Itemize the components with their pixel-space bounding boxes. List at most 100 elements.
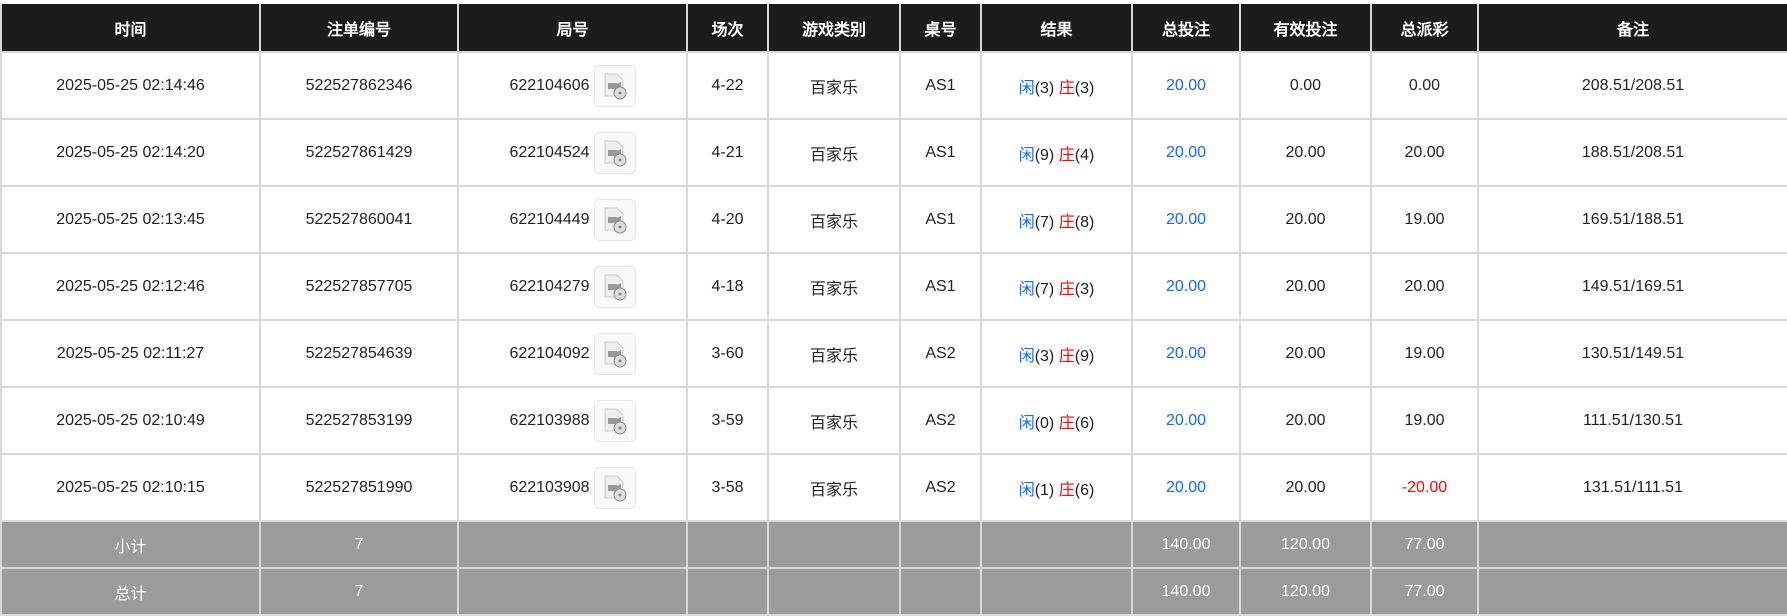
round-cell: 622104092 <box>457 319 688 388</box>
empty-cell <box>457 520 688 569</box>
player-label: 闲 <box>1018 280 1035 298</box>
game-type-cell: 百家乐 <box>767 386 901 455</box>
round-cell: 622104279 <box>457 252 688 321</box>
valid-bet-cell: 20.00 <box>1239 252 1372 321</box>
player-label: 闲 <box>1018 347 1035 365</box>
game-type-cell: 百家乐 <box>767 51 901 120</box>
remark-cell: 208.51/208.51 <box>1477 51 1787 120</box>
total-total-bet: 140.00 <box>1131 567 1241 616</box>
table-row: 2025-05-25 02:14:46 522527862346 6221046… <box>0 51 1787 120</box>
empty-cell <box>457 567 688 616</box>
time-cell: 2025-05-25 02:14:20 <box>0 118 261 187</box>
remark-cell: 111.51/130.51 <box>1477 386 1787 455</box>
empty-cell <box>1477 520 1787 569</box>
table-no-cell: AS1 <box>899 118 982 187</box>
header-total-bet: 总投注 <box>1131 4 1241 53</box>
payout-cell: 19.00 <box>1370 386 1479 455</box>
empty-cell <box>1477 567 1787 616</box>
subtotal-count: 7 <box>259 520 459 569</box>
result-cell: 闲(7) 庄(3) <box>980 252 1133 321</box>
table-row: 2025-05-25 02:10:15 522527851990 6221039… <box>0 453 1787 522</box>
player-value: (0) <box>1034 414 1055 432</box>
total-valid-bet: 120.00 <box>1239 567 1372 616</box>
table-row: 2025-05-25 02:12:46 522527857705 6221042… <box>0 252 1787 321</box>
video-replay-icon[interactable] <box>593 131 636 174</box>
bet-id-cell: 522527854639 <box>259 319 459 388</box>
banker-label: 庄 <box>1058 146 1075 164</box>
table-row: 2025-05-25 02:10:49 522527853199 6221039… <box>0 386 1787 455</box>
total-bet-cell: 20.00 <box>1131 185 1241 254</box>
total-bet-cell: 20.00 <box>1131 51 1241 120</box>
video-replay-icon[interactable] <box>593 198 636 241</box>
banker-value: (8) <box>1074 213 1095 231</box>
bet-id-cell: 522527862346 <box>259 51 459 120</box>
total-bet-cell: 20.00 <box>1131 118 1241 187</box>
time-cell: 2025-05-25 02:12:46 <box>0 252 261 321</box>
total-bet-cell: 20.00 <box>1131 453 1241 522</box>
game-type-cell: 百家乐 <box>767 319 901 388</box>
round-number: 622104279 <box>509 277 590 295</box>
payout-cell: 19.00 <box>1370 185 1479 254</box>
banker-value: (6) <box>1074 414 1095 432</box>
header-remark: 备注 <box>1477 4 1787 53</box>
result-cell: 闲(3) 庄(9) <box>980 319 1133 388</box>
table-no-cell: AS2 <box>899 453 982 522</box>
player-value: (1) <box>1034 481 1055 499</box>
round-cell: 622103988 <box>457 386 688 455</box>
game-type-cell: 百家乐 <box>767 118 901 187</box>
total-count: 7 <box>259 567 459 616</box>
time-cell: 2025-05-25 02:10:49 <box>0 386 261 455</box>
table-no-cell: AS1 <box>899 252 982 321</box>
remark-cell: 130.51/149.51 <box>1477 319 1787 388</box>
video-replay-icon[interactable] <box>593 466 636 509</box>
round-number: 622103988 <box>509 411 590 429</box>
player-value: (7) <box>1034 280 1055 298</box>
player-value: (3) <box>1034 347 1055 365</box>
table-row: 2025-05-25 02:11:27 522527854639 6221040… <box>0 319 1787 388</box>
video-replay-icon[interactable] <box>593 332 636 375</box>
shoe-cell: 3-58 <box>686 453 769 522</box>
game-type-cell: 百家乐 <box>767 453 901 522</box>
valid-bet-cell: 20.00 <box>1239 185 1372 254</box>
round-number: 622104092 <box>509 344 590 362</box>
player-label: 闲 <box>1018 414 1035 432</box>
player-label: 闲 <box>1018 213 1035 231</box>
total-label: 总计 <box>0 567 261 616</box>
banker-value: (4) <box>1074 146 1095 164</box>
empty-cell <box>980 567 1133 616</box>
empty-cell <box>899 567 982 616</box>
table-no-cell: AS1 <box>899 51 982 120</box>
banker-label: 庄 <box>1058 481 1075 499</box>
bet-id-cell: 522527853199 <box>259 386 459 455</box>
header-bet-id: 注单编号 <box>259 4 459 53</box>
payout-cell: 20.00 <box>1370 118 1479 187</box>
bet-id-cell: 522527861429 <box>259 118 459 187</box>
header-valid-bet: 有效投注 <box>1239 4 1372 53</box>
video-replay-icon[interactable] <box>593 64 636 107</box>
round-cell: 622104524 <box>457 118 688 187</box>
player-value: (3) <box>1034 79 1055 97</box>
subtotal-total-bet: 140.00 <box>1131 520 1241 569</box>
subtotal-row: 小计 7 140.00 120.00 77.00 <box>0 520 1787 569</box>
video-replay-icon[interactable] <box>593 399 636 442</box>
round-cell: 622103908 <box>457 453 688 522</box>
round-number: 622104449 <box>509 210 590 228</box>
subtotal-label: 小计 <box>0 520 261 569</box>
remark-cell: 169.51/188.51 <box>1477 185 1787 254</box>
valid-bet-cell: 0.00 <box>1239 51 1372 120</box>
time-cell: 2025-05-25 02:11:27 <box>0 319 261 388</box>
total-payout: 77.00 <box>1370 567 1479 616</box>
payout-cell: 20.00 <box>1370 252 1479 321</box>
shoe-cell: 3-59 <box>686 386 769 455</box>
header-table-no: 桌号 <box>899 4 982 53</box>
payout-cell: 0.00 <box>1370 51 1479 120</box>
valid-bet-cell: 20.00 <box>1239 453 1372 522</box>
video-replay-icon[interactable] <box>593 265 636 308</box>
header-time: 时间 <box>0 4 261 53</box>
player-label: 闲 <box>1018 481 1035 499</box>
result-cell: 闲(9) 庄(4) <box>980 118 1133 187</box>
subtotal-valid-bet: 120.00 <box>1239 520 1372 569</box>
shoe-cell: 4-20 <box>686 185 769 254</box>
empty-cell <box>767 567 901 616</box>
game-type-cell: 百家乐 <box>767 252 901 321</box>
